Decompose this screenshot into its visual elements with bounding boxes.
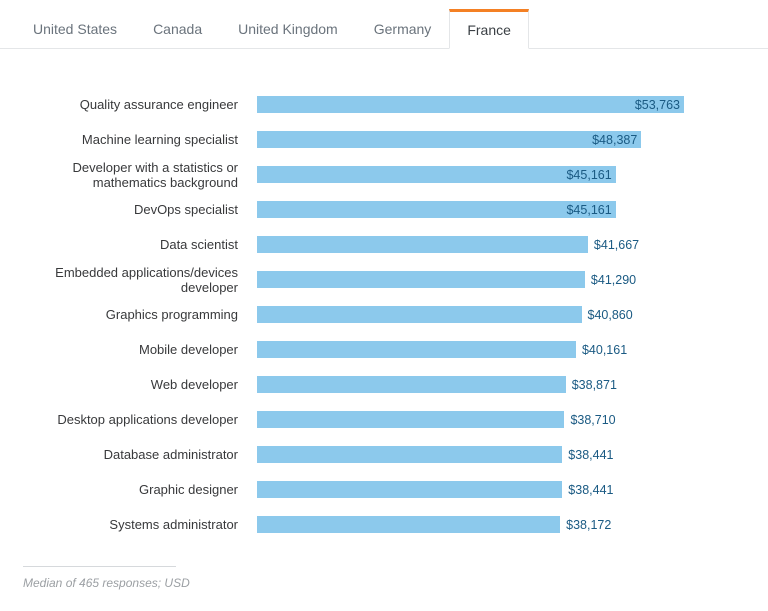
value-label: $38,172	[566, 517, 612, 532]
salary-bar	[257, 306, 582, 323]
chart-rows: Quality assurance engineer $53,763 Machine…	[0, 87, 768, 542]
category-label: Data scientist	[159, 237, 238, 252]
salary-bar: $45,161	[257, 166, 616, 183]
bar-track: $38,441	[257, 481, 684, 498]
category-label: Desktop applications developer	[57, 412, 238, 427]
chart-row: Developer with a statistics or mathemati…	[0, 157, 768, 192]
chart-row: Mobile developer $40,161	[0, 332, 768, 367]
footnote-divider	[23, 566, 176, 567]
chart-row: Machine learning specialist $48,387	[0, 122, 768, 157]
bar-track: $41,290	[257, 271, 684, 288]
salary-bar	[257, 271, 585, 288]
chart-row: Data scientist $41,667	[0, 227, 768, 262]
category-label: Graphics programming	[105, 307, 238, 322]
chart-row: Database administrator $38,441	[0, 437, 768, 472]
salary-bar-chart: Quality assurance engineer $53,763 Machine…	[0, 49, 768, 590]
value-label: $38,441	[568, 447, 614, 462]
category-label: Database administrator	[103, 447, 238, 462]
value-label: $41,290	[590, 272, 637, 287]
value-label: $38,441	[568, 482, 614, 497]
salary-bar	[257, 516, 561, 533]
category-label: Quality assurance engineer	[79, 97, 238, 112]
tab-germany[interactable]: Germany	[373, 21, 432, 37]
chart-row: Desktop applications developer $38,710	[0, 402, 768, 437]
category-label: Developer with a statistics or mathemati…	[72, 159, 238, 190]
salary-bar	[257, 341, 576, 358]
chart-row: Web developer $38,871	[0, 367, 768, 402]
bar-track: $38,710	[257, 411, 684, 428]
chart-row: Graphics programming $40,860	[0, 297, 768, 332]
chart-row: Embedded applications/devices developer $…	[0, 262, 768, 297]
chart-row: DevOps specialist $45,161	[0, 192, 768, 227]
bar-track: $40,161	[257, 341, 684, 358]
bar-track: $41,667	[257, 236, 684, 253]
value-label: $45,161	[566, 202, 612, 217]
value-label: $38,871	[571, 377, 617, 392]
salary-bar	[257, 446, 563, 463]
bar-track: $40,860	[257, 306, 684, 323]
salary-bar: $48,387	[257, 131, 642, 148]
value-label: $40,161	[581, 342, 628, 357]
chart-footer: Median of 465 responses; USD	[0, 566, 768, 590]
category-label: Mobile developer	[138, 342, 238, 357]
value-label: $38,710	[570, 412, 616, 427]
value-label: $53,763	[634, 97, 680, 112]
bar-track: $38,172	[257, 516, 684, 533]
value-label: $45,161	[566, 167, 612, 182]
tab-france[interactable]: France	[449, 9, 529, 49]
value-label: $48,387	[592, 132, 638, 147]
category-label: Embedded applications/devices developer	[55, 264, 238, 295]
salary-bar	[257, 236, 588, 253]
country-tabs: United States Canada United Kingdom Germany…	[0, 8, 768, 49]
category-label: Web developer	[150, 377, 238, 392]
bar-track: $38,441	[257, 446, 684, 463]
salary-bar: $53,763	[257, 96, 684, 113]
category-label: Graphic designer	[139, 482, 238, 497]
value-label: $40,860	[587, 307, 633, 322]
tab-united-kingdom[interactable]: United Kingdom	[238, 21, 338, 37]
salary-bar	[257, 411, 565, 428]
bar-track: $48,387	[257, 131, 684, 148]
bar-track: $53,763	[257, 96, 684, 113]
tab-united-states[interactable]: United States	[33, 21, 118, 37]
bar-track: $45,161	[257, 201, 684, 218]
tab-canada[interactable]: Canada	[153, 21, 203, 37]
bar-track: $38,871	[257, 376, 684, 393]
category-label: Machine learning specialist	[81, 132, 238, 147]
chart-row: Systems administrator $38,172	[0, 507, 768, 542]
salary-bar	[257, 376, 566, 393]
category-label: DevOps specialist	[133, 202, 238, 217]
value-label: $41,667	[593, 237, 640, 252]
salary-bar: $45,161	[257, 201, 616, 218]
chart-row: Graphic designer $38,441	[0, 472, 768, 507]
category-label: Systems administrator	[109, 517, 238, 532]
footnote: Median of 465 responses; USD	[23, 576, 190, 590]
chart-row: Quality assurance engineer $53,763	[0, 87, 768, 122]
bar-track: $45,161	[257, 166, 684, 183]
salary-bar	[257, 481, 563, 498]
